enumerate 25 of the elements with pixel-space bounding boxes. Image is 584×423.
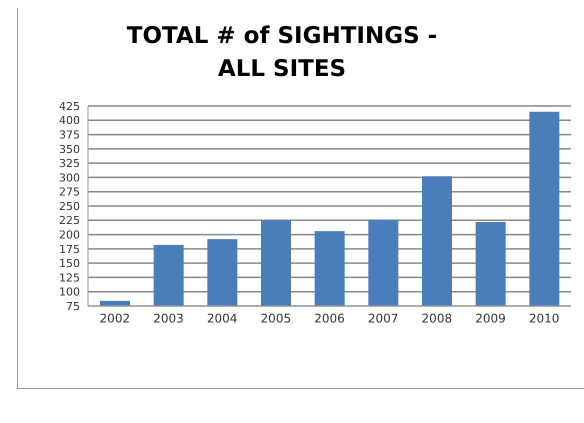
x-tick-label: 2010 [528,312,560,326]
y-tick-label: 375 [59,128,80,142]
y-tick-label: 75 [66,300,80,313]
y-tick-label: 125 [59,271,80,284]
x-tick-label: 2002 [100,312,130,326]
x-tick-label: 2005 [260,312,292,326]
x-tick-label: 2009 [475,312,506,326]
y-tick-label: 175 [59,242,80,256]
y-tick-label: 250 [59,200,80,213]
y-tick-label: 150 [59,257,80,270]
x-tick-label: 2008 [422,312,452,326]
y-tick-label: 225 [59,214,80,228]
x-tick-label: 2007 [368,312,398,326]
x-tick-label: 2004 [206,312,238,326]
y-tick-label: 400 [59,114,80,128]
chart-title: TOTAL # of SIGHTINGS - ALL SITES [126,22,438,84]
y-tick-label: 350 [59,142,80,156]
y-tick-label: 300 [59,171,80,184]
y-tick-label: 100 [59,286,80,299]
x-tick-label: 2003 [153,312,184,326]
y-tick-label: 200 [59,228,80,242]
y-tick-label: 425 [59,100,80,113]
y-tick-label: 325 [59,157,80,170]
x-tick-label: 2006 [314,312,345,326]
y-tick-label: 275 [59,186,80,199]
